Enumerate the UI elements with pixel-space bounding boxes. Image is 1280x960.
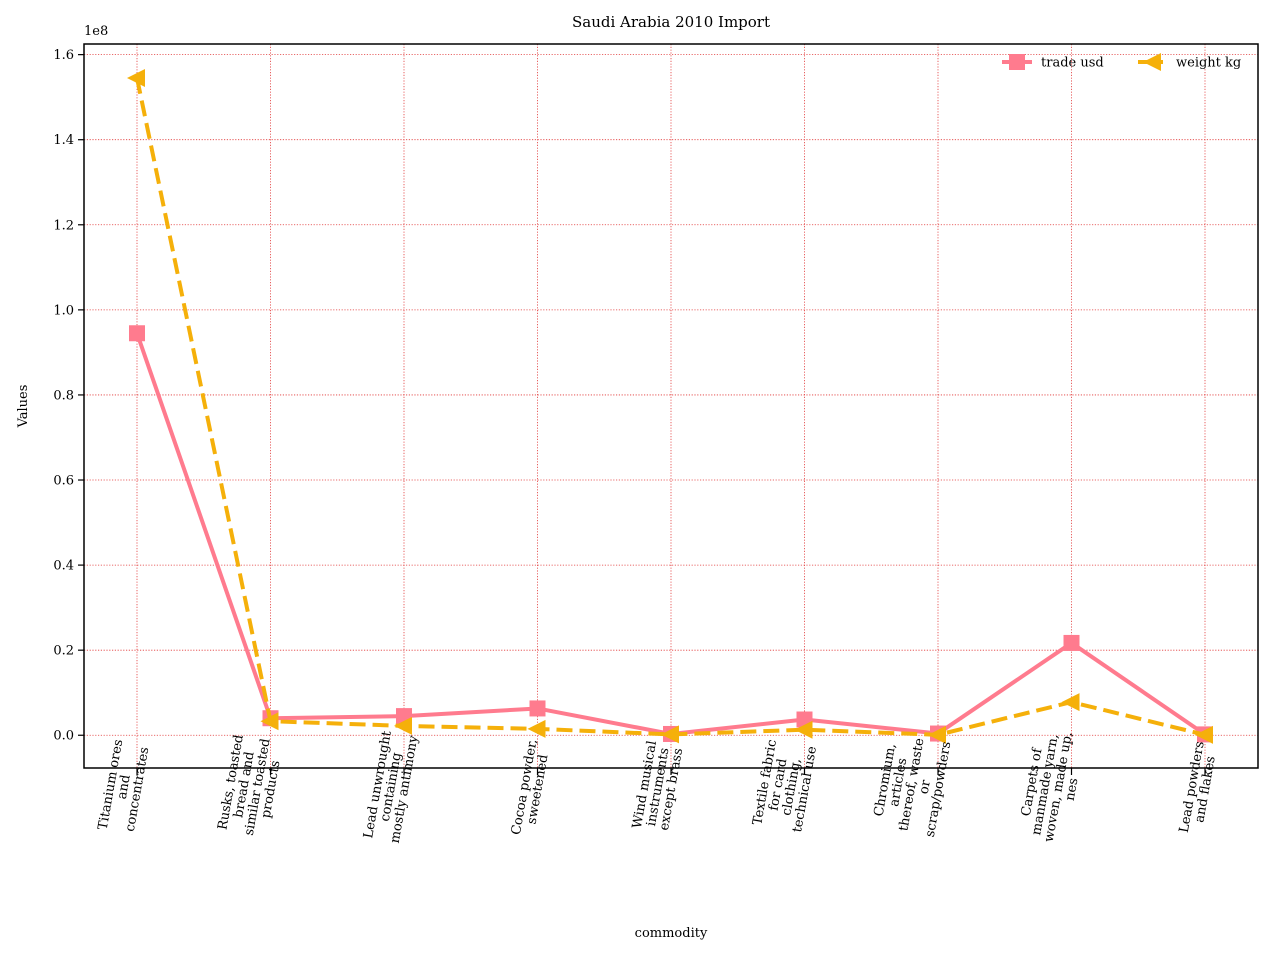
data-point bbox=[529, 700, 546, 717]
x-tick-label: Carpets ofmanmade yarn,woven, made up,ne… bbox=[1015, 726, 1089, 846]
x-tick-label: Wind musicalinstrumentsexcept brass bbox=[630, 740, 687, 835]
data-point bbox=[394, 716, 412, 735]
y-tick-label: 1.6 bbox=[53, 48, 74, 63]
x-tick-label: Titanium oresandconcentrates bbox=[96, 738, 153, 835]
legend-item: trade usd bbox=[1002, 54, 1104, 71]
y-tick-label: 0.6 bbox=[53, 474, 74, 489]
y-tick-label: 0.2 bbox=[53, 644, 74, 659]
y-tick-label: 1.4 bbox=[53, 133, 74, 148]
y-tick-label: 1.0 bbox=[53, 303, 74, 318]
data-point bbox=[127, 69, 145, 88]
x-tick-label: Lead powdersand flakes bbox=[1177, 740, 1221, 836]
data-point bbox=[260, 712, 279, 731]
data-point bbox=[661, 725, 679, 744]
chart-title: Saudi Arabia 2010 Import bbox=[572, 13, 770, 31]
y-tick-label: 0.0 bbox=[53, 729, 74, 744]
y-tick-label: 0.4 bbox=[53, 559, 74, 574]
grid-lines bbox=[84, 44, 1258, 768]
series-layer bbox=[127, 69, 1213, 744]
legend-label: weight kg bbox=[1176, 56, 1241, 71]
data-point bbox=[1061, 693, 1080, 712]
x-tick-label: Rusks, toastedbread andsimilar toastedpr… bbox=[215, 733, 287, 839]
y-multiplier-label: 1e8 bbox=[84, 24, 108, 39]
data-point bbox=[1063, 634, 1080, 651]
x-tick-label: Chromium,articlesthereof, wasteorscrap/p… bbox=[870, 731, 955, 838]
series-line bbox=[135, 77, 1206, 737]
data-point bbox=[1195, 725, 1213, 744]
data-point bbox=[527, 719, 546, 738]
x-tick-label: Lead unwroughtcontainingmostly antimony bbox=[361, 729, 421, 844]
data-point bbox=[794, 720, 813, 739]
y-tick-label: 0.8 bbox=[53, 388, 74, 403]
y-tick-label: 1.2 bbox=[53, 218, 74, 233]
data-point bbox=[928, 725, 946, 744]
legend-marker bbox=[1009, 54, 1025, 70]
legend-marker bbox=[1143, 53, 1161, 71]
y-axis: 0.0 0.2 0.4 0.6 0.8 1.0 1.2 1.4 1.6 bbox=[53, 48, 84, 744]
series-2 bbox=[127, 69, 1213, 744]
legend: trade usd weight kg bbox=[1002, 53, 1241, 71]
x-axis: Titanium oresandconcentrates Rusks, toast… bbox=[96, 726, 1221, 846]
x-tick-label: Textile fabricfor cardclothing,technical… bbox=[750, 738, 820, 834]
legend-label: trade usd bbox=[1041, 56, 1104, 71]
data-point bbox=[129, 325, 145, 342]
y-axis-title: Values bbox=[16, 385, 31, 429]
x-tick-label: Cocoa powder,sweetened bbox=[509, 738, 554, 838]
legend-item: weight kg bbox=[1138, 53, 1241, 71]
x-axis-title: commodity bbox=[635, 926, 708, 941]
